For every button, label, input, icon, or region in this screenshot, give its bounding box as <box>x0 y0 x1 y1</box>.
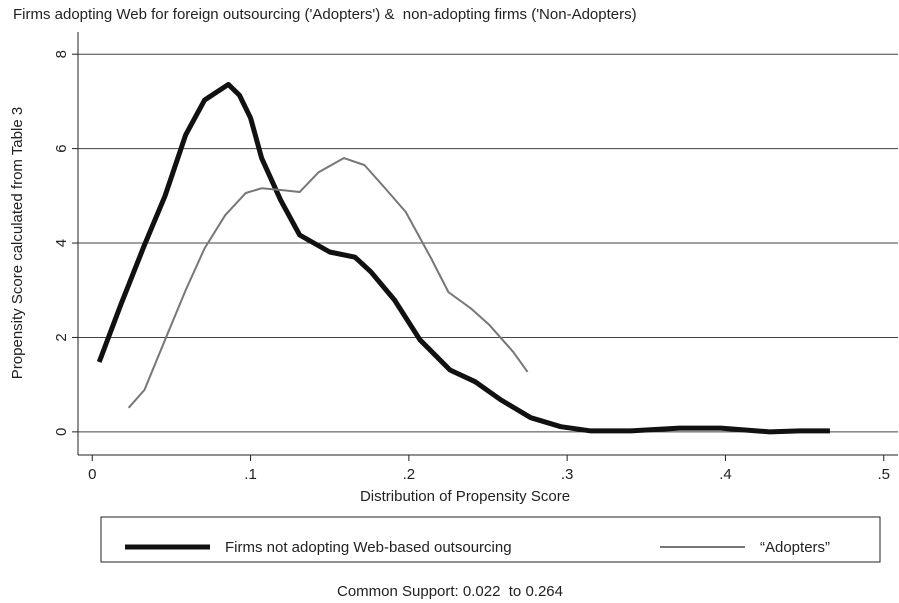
y-tick-label: 0 <box>53 428 70 436</box>
x-tick-label: .4 <box>719 466 732 483</box>
legend-box <box>100 516 881 563</box>
x-tick-label: .2 <box>403 466 416 483</box>
x-axis-label: Distribution of Propensity Score <box>360 488 570 505</box>
y-tick-label: 6 <box>53 144 70 152</box>
y-axis-label: Propensity Score calculated from Table 3 <box>9 107 26 379</box>
y-tick-label: 8 <box>53 50 70 58</box>
y-tick-label: 4 <box>53 239 70 247</box>
y-tick-label: 2 <box>53 333 70 341</box>
legend-label: Firms not adopting Web-based outsourcing <box>225 539 512 556</box>
x-tick-label: .1 <box>244 466 257 483</box>
note: Common Support: 0.022 to 0.264 <box>337 583 563 600</box>
x-tick-label: .3 <box>561 466 574 483</box>
x-tick-label: .5 <box>877 466 890 483</box>
x-tick-label: 0 <box>88 466 96 483</box>
legend-label: “Adopters” <box>760 539 830 556</box>
series-line <box>96 81 830 435</box>
series-line <box>127 157 529 409</box>
chart-title: Firms adopting Web for foreign outsourci… <box>13 6 637 23</box>
